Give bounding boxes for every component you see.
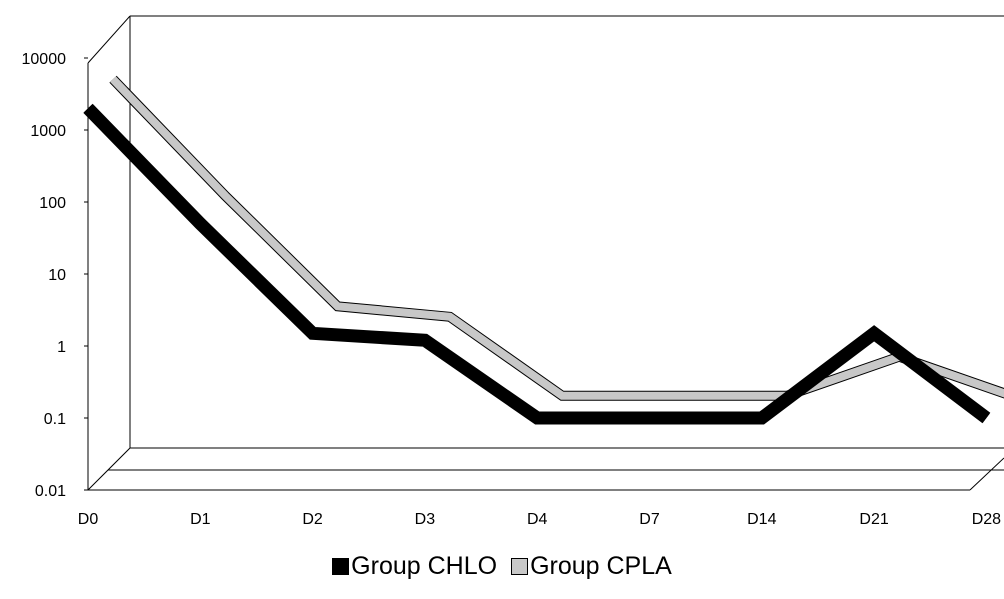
x-tick-label: D1 [190, 511, 211, 528]
side-wall-top-edge [87, 15, 131, 64]
x-axis: D0 D1 D2 D3 D4 D7 D14 D21 D28 [78, 511, 1001, 528]
x-tick-label: D7 [639, 511, 660, 528]
x-tick-label: D2 [302, 511, 323, 528]
x-tick-label: D3 [415, 511, 436, 528]
x-tick-label: D21 [859, 511, 888, 528]
y-tick-label: 0.1 [44, 411, 66, 428]
legend-label-cpla: Group CPLA [530, 552, 672, 580]
x-tick-label: D0 [78, 511, 99, 528]
x-tick-label: D14 [747, 511, 776, 528]
floor-left-edge [87, 447, 131, 491]
y-tick-label: 100 [39, 195, 66, 212]
legend-item-group-chlo: Group CHLO [332, 552, 497, 581]
legend-swatch-cpla [511, 558, 529, 575]
y-tick-label: 1 [57, 339, 66, 356]
y-tick-label: 10000 [22, 51, 67, 68]
floor-right-edge [969, 457, 1004, 491]
series-layer [83, 75, 1004, 425]
chart-frame [87, 15, 1004, 491]
x-tick-label: D28 [972, 511, 1001, 528]
legend-swatch-chlo [332, 558, 350, 575]
y-axis: 0.01 0.1 1 10 100 1000 10000 [22, 51, 88, 500]
series-line-outline-cpla [109, 75, 1004, 401]
legend-label-chlo: Group CHLO [351, 552, 498, 580]
legend-item-group-cpla: Group CPLA [511, 552, 672, 581]
series-line-cpla [110, 76, 1004, 400]
y-tick-label: 10 [48, 267, 66, 284]
chart-canvas: 0.01 0.1 1 10 100 1000 10000 D0 D1 D2 D3 D4 D7 D14 D2… [22, 15, 1004, 528]
y-tick-label: 0.01 [35, 483, 66, 500]
legend: Group CHLO Group CPLA [0, 552, 1004, 581]
y-tick-label: 1000 [30, 123, 66, 140]
x-tick-label: D4 [527, 511, 548, 528]
